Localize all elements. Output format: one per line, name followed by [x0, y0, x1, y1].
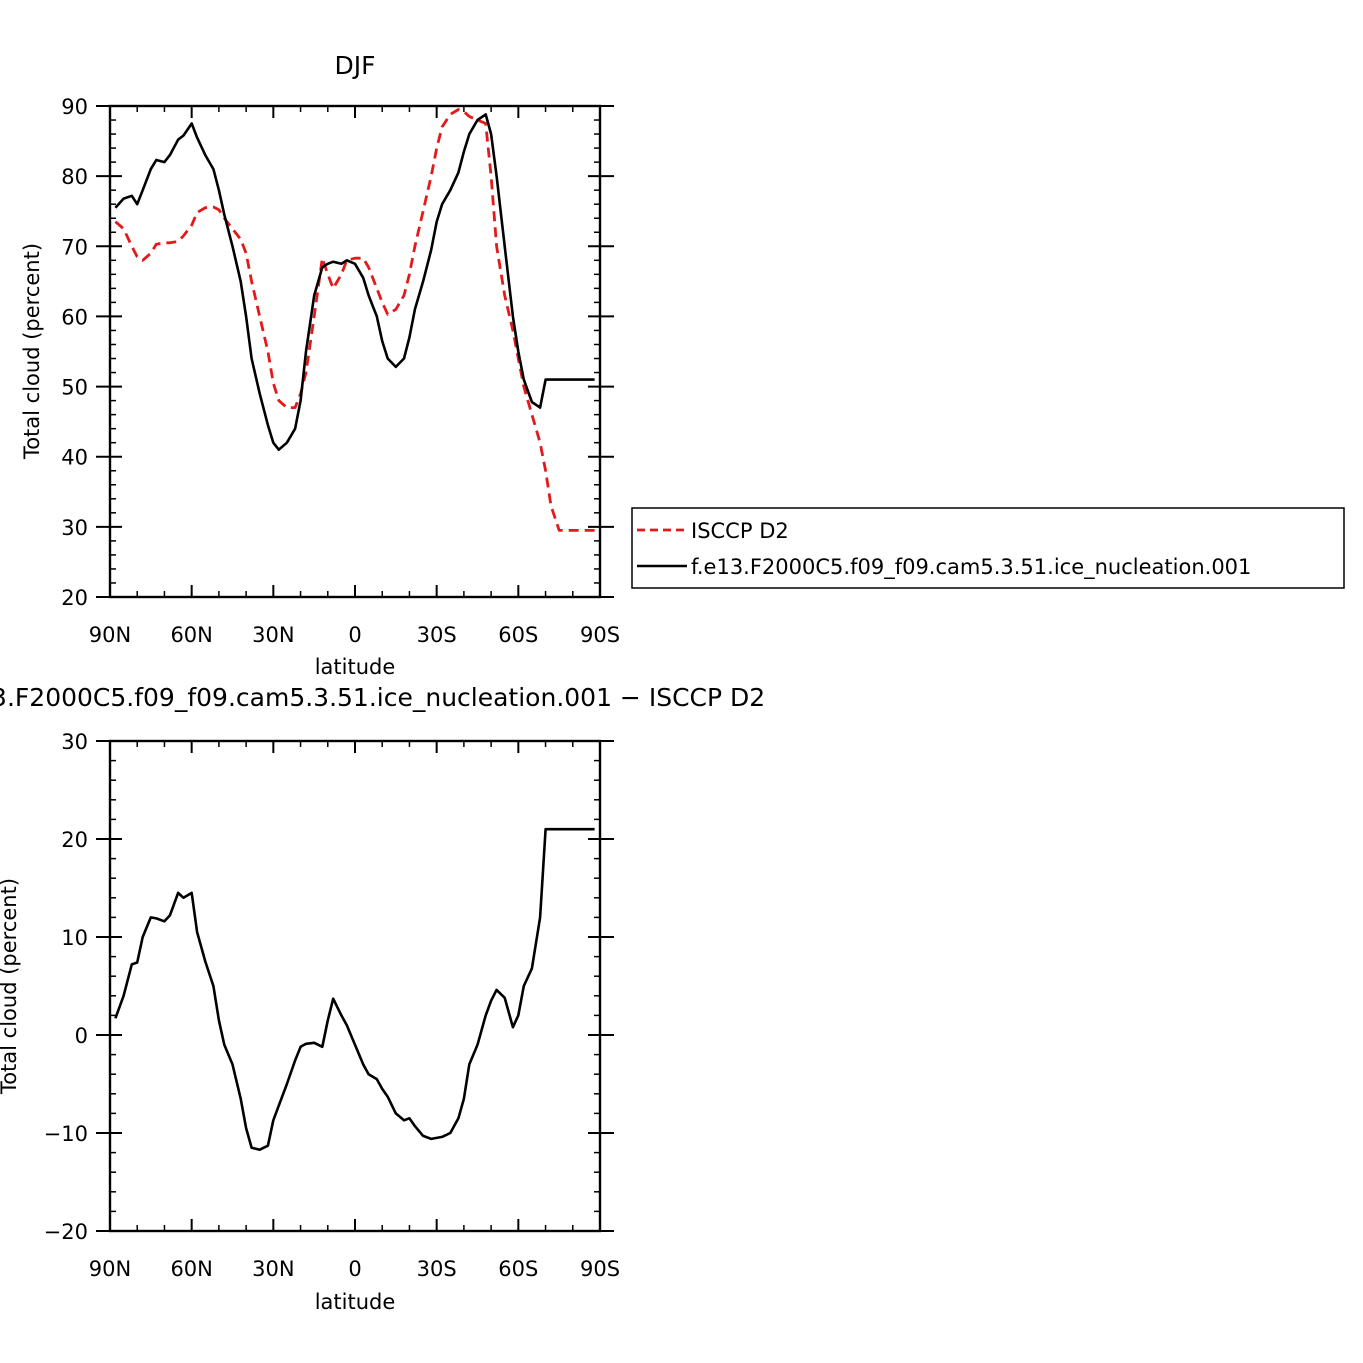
y-tick-label: 20 [61, 828, 88, 852]
x-tick-label: 90S [580, 623, 620, 647]
x-axis-label: latitude [315, 1290, 396, 1314]
y-tick-label: 10 [61, 926, 88, 950]
y-tick-label: 70 [61, 235, 88, 259]
x-tick-label: 0 [348, 623, 361, 647]
x-tick-label: 60S [498, 623, 538, 647]
chart-title: DJF [334, 51, 375, 80]
x-tick-label: 30S [417, 1257, 457, 1281]
y-tick-label: 40 [61, 446, 88, 470]
y-tick-label: 50 [61, 376, 88, 400]
y-axis: 20 30 40 50 60 70 80 90 [61, 95, 88, 610]
x-tick-label: 30S [417, 623, 457, 647]
x-tick-label: 90S [580, 1257, 620, 1281]
legend-label-isccp: ISCCP D2 [691, 519, 789, 543]
y-tick-label: 30 [61, 730, 88, 754]
x-tick-label: 30N [252, 1257, 294, 1281]
plot-frame [108, 104, 602, 599]
y-tick-label: 90 [61, 95, 88, 119]
x-tick-label: 60S [498, 1257, 538, 1281]
panel-bottom: f.e13.F2000C5.f09_f09.cam5.3.51.ice_nucl… [0, 683, 765, 1314]
plot-area [114, 108, 595, 532]
x-axis-label: latitude [315, 655, 396, 679]
x-tick-label: 30N [252, 623, 294, 647]
series-line-0 [114, 108, 595, 532]
x-tick-label: 0 [348, 1257, 361, 1281]
y-tick-label: 20 [61, 586, 88, 610]
axis-ticks [96, 105, 614, 598]
y-axis-label: Total cloud (percent) [20, 243, 44, 460]
panel-top: DJF 90N 60N 30N 0 30S 60S 90S 20 30 40 50 60 70 80 90… [20, 51, 1345, 679]
plot-frame [108, 739, 602, 1233]
x-tick-label: 90N [89, 1257, 131, 1281]
y-axis: −20 −10 0 10 20 30 [44, 730, 88, 1244]
y-tick-label: −10 [44, 1122, 88, 1146]
y-tick-label: 0 [75, 1024, 88, 1048]
y-axis-label: Total cloud (percent) [0, 878, 21, 1095]
legend-label-model: f.e13.F2000C5.f09_f09.cam5.3.51.ice_nucl… [691, 555, 1251, 580]
y-tick-label: 60 [61, 305, 88, 329]
x-tick-label: 60N [170, 1257, 212, 1281]
axis-ticks [96, 740, 614, 1232]
y-tick-label: −20 [44, 1220, 88, 1244]
x-tick-label: 60N [170, 623, 212, 647]
series-line-0 [114, 827, 595, 1151]
difference-title: f.e13.F2000C5.f09_f09.cam5.3.51.ice_nucl… [0, 683, 765, 712]
series-line-1 [114, 113, 595, 452]
y-tick-label: 30 [61, 516, 88, 540]
x-axis: 90N 60N 30N 0 30S 60S 90S [89, 623, 620, 647]
x-axis: 90N 60N 30N 0 30S 60S 90S [89, 1257, 620, 1281]
plot-area [114, 827, 595, 1151]
x-tick-label: 90N [89, 623, 131, 647]
legend: ISCCP D2 f.e13.F2000C5.f09_f09.cam5.3.51… [631, 507, 1345, 589]
legend-box [631, 507, 1345, 589]
y-tick-label: 80 [61, 165, 88, 189]
